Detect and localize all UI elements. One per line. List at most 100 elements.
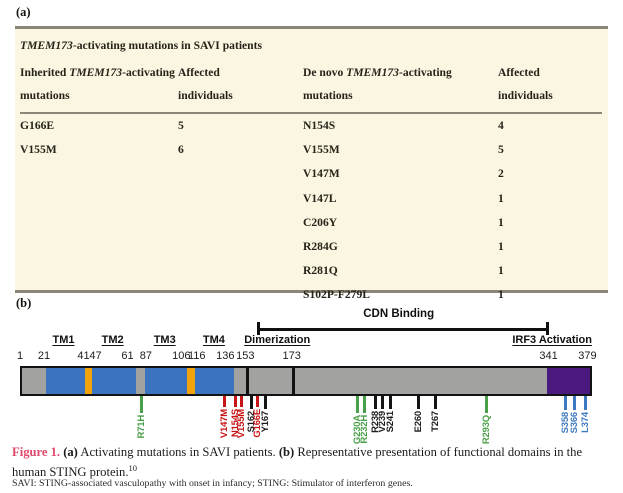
mutation-tick-y167 bbox=[263, 396, 267, 409]
table-cell: C206Y bbox=[303, 215, 338, 229]
mutation-label-l374: L374 bbox=[579, 412, 591, 433]
table-cell: 5 bbox=[178, 119, 184, 132]
column-header-affected-2: Affected individuals bbox=[498, 61, 560, 107]
header-gene: TMEM173 bbox=[346, 66, 399, 79]
mutation-tick-r232h bbox=[362, 396, 366, 413]
domain-divider bbox=[245, 368, 249, 394]
mutation-label-y167: Y167 bbox=[259, 411, 271, 433]
panel-b-label: (b) bbox=[16, 296, 32, 310]
domain-segment-tm3 bbox=[145, 368, 187, 394]
residue-number: 116 bbox=[187, 350, 206, 362]
table-cell: V155M bbox=[20, 143, 57, 157]
mutation-table-body: G166E 5 N154S 4 V155M 6 V155M 5 V147M 2 V147L 1 C206… bbox=[20, 114, 602, 308]
residue-number: 47 bbox=[89, 350, 102, 362]
mutation-label-s241: S241 bbox=[385, 411, 397, 433]
table-title-gene: TMEM173 bbox=[20, 39, 73, 52]
mutation-tick-r71h bbox=[139, 396, 143, 413]
table-cell: R284G bbox=[303, 240, 338, 254]
header-text: De novo bbox=[303, 66, 347, 79]
panel-a-label: (a) bbox=[16, 5, 31, 19]
residue-number: 136 bbox=[216, 350, 235, 362]
column-header-affected-1: Affected individuals bbox=[178, 61, 240, 107]
table-cell: R281Q bbox=[303, 264, 338, 278]
residue-number: 153 bbox=[236, 350, 255, 362]
table-row: C206Y 1 bbox=[20, 211, 602, 235]
column-header-inherited: Inherited TMEM173-activating mutations bbox=[20, 61, 178, 107]
mutation-label-t267: T267 bbox=[429, 411, 441, 432]
header-text: -activating mutations bbox=[303, 66, 452, 102]
caption-b-text: Representative presentation of functiona… bbox=[12, 445, 583, 479]
table-cell bbox=[178, 162, 303, 186]
table-cell: G166E bbox=[20, 119, 55, 132]
caption-a-text: Activating mutations in SAVI patients. bbox=[77, 445, 279, 459]
table-row: V147M 2 bbox=[20, 162, 602, 186]
residue-number: 87 bbox=[139, 350, 152, 362]
mutation-label-e260: E260 bbox=[413, 411, 425, 433]
caption-reference: 10 bbox=[128, 462, 137, 473]
table-row: R284G 1 bbox=[20, 235, 602, 259]
abbreviation-footnote: SAVI: STING-associated vasculopathy with… bbox=[12, 478, 413, 489]
header-text: Affected individuals bbox=[178, 66, 233, 102]
table-cell: 1 bbox=[498, 240, 504, 254]
mutation-tick-g230a bbox=[355, 396, 359, 413]
mutation-tick-v239 bbox=[381, 396, 385, 409]
header-gene: TMEM173 bbox=[69, 66, 123, 79]
table-row: S102P-F279L 1 bbox=[20, 283, 602, 307]
table-cell: V155M bbox=[303, 143, 340, 157]
cdn-binding-label: CDN Binding bbox=[363, 308, 435, 320]
table-title: TMEM173-activating mutations in SAVI pat… bbox=[20, 34, 602, 61]
mutation-tick-v155m bbox=[239, 396, 243, 407]
table-cell bbox=[178, 259, 303, 283]
table-cell bbox=[178, 187, 303, 211]
domain-segment-tm2 bbox=[92, 368, 137, 394]
mutation-tick-t267 bbox=[433, 396, 437, 409]
table-cell: 1 bbox=[498, 215, 504, 229]
mutation-tick-r238 bbox=[374, 396, 378, 409]
domain-label-tm3: TM3 bbox=[153, 334, 176, 346]
table-cell bbox=[178, 283, 303, 307]
table-cell bbox=[178, 211, 303, 235]
residue-number: 173 bbox=[282, 350, 301, 362]
domain-label-tm2: TM2 bbox=[101, 334, 124, 346]
mutation-tick-s358 bbox=[563, 396, 567, 410]
sting-domain-diagram: CDN Binding TM1 TM2 TM3 TM4 Dimerization IRF3… bbox=[16, 308, 597, 448]
mutation-label-r71h: R71H bbox=[135, 415, 147, 439]
domain-divider bbox=[291, 368, 295, 394]
mutation-tick-g166e bbox=[255, 396, 259, 407]
mutation-tick-n154s bbox=[233, 396, 237, 407]
table-header-row: Inherited TMEM173-activating mutations A… bbox=[20, 61, 602, 114]
caption-b-marker: (b) bbox=[278, 445, 295, 459]
table-row: G166E 5 N154S 4 bbox=[20, 114, 602, 138]
header-text: Affected individuals bbox=[498, 66, 553, 102]
mutation-label-r232h: R232H bbox=[358, 415, 370, 444]
domain-segment-tm1 bbox=[45, 368, 86, 394]
table-cell bbox=[178, 235, 303, 259]
table-cell bbox=[20, 259, 178, 283]
table-row: V155M 6 V155M 5 bbox=[20, 138, 602, 162]
residue-number: 379 bbox=[578, 350, 597, 362]
residue-number: 341 bbox=[539, 350, 558, 362]
mutation-tick-l374 bbox=[583, 396, 587, 410]
residue-number: 41 bbox=[77, 350, 90, 362]
figure-number-label: Figure 1. bbox=[12, 445, 61, 459]
table-cell bbox=[20, 283, 178, 307]
protein-bar bbox=[20, 366, 592, 396]
table-row: R281Q 1 bbox=[20, 259, 602, 283]
cdn-bracket-left-cap bbox=[257, 322, 261, 335]
domain-label-tm1: TM1 bbox=[52, 334, 75, 346]
table-cell: 6 bbox=[178, 143, 184, 157]
column-header-denovo: De novo TMEM173-activating mutations bbox=[303, 61, 473, 107]
cdn-binding-bracket bbox=[257, 328, 547, 331]
mutation-tick-s162 bbox=[249, 396, 253, 409]
table-cell: 1 bbox=[498, 264, 504, 278]
mutation-tick-e260 bbox=[417, 396, 421, 409]
residue-number: 1 bbox=[16, 350, 24, 362]
cdn-bracket-right-cap bbox=[546, 322, 550, 335]
table-cell: 1 bbox=[498, 288, 504, 302]
domain-label-irf3-activation: IRF3 Activation bbox=[512, 334, 592, 346]
table-cell: 2 bbox=[498, 167, 504, 181]
mutation-label-v147m: V147M bbox=[219, 409, 231, 439]
table-cell: 5 bbox=[498, 143, 504, 157]
mutation-tick-v147m bbox=[223, 396, 227, 407]
mutation-table: TMEM173-activating mutations in SAVI pat… bbox=[15, 26, 608, 301]
